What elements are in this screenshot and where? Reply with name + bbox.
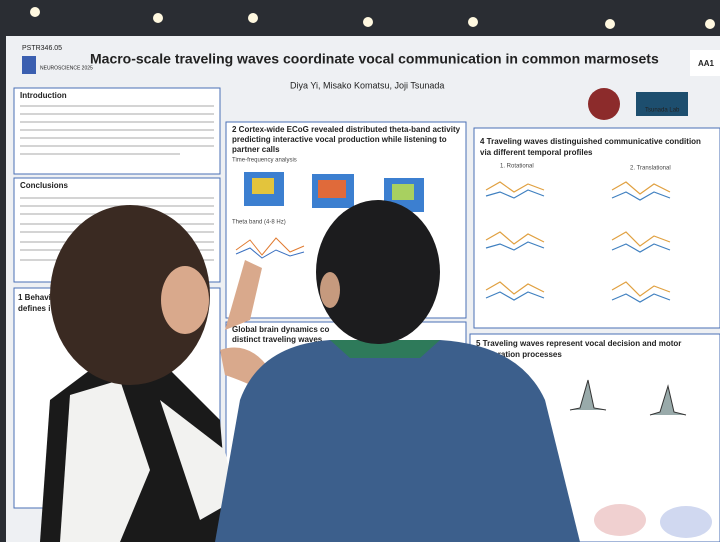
section-heading: 4 Traveling waves distinguished communic… [480,137,701,146]
woman [40,205,270,542]
section-heading: via different temporal profiles [480,148,593,157]
panel-label: 2. Translational [630,166,671,172]
section-heading: Introduction [20,91,67,100]
poster-id: PSTR346.05 [22,45,62,52]
poster-title: Macro-scale traveling waves coordinate v… [90,51,659,67]
ceiling-lights [30,7,715,29]
section-heading: Global brain dynamics co [232,325,329,334]
section-heading: preparation processes [476,350,562,359]
board-tag [690,50,720,76]
lab-name: Tsunada Lab [645,108,680,114]
panel-label: 1. Rotational [500,164,534,170]
section-heading: 2 Cortex-wide ECoG revealed distributed … [232,125,461,134]
logo-mark [22,56,36,74]
plot-traces [485,181,671,303]
section-heading: partner calls [232,145,280,154]
section-heading: 1 Behavio [18,293,56,302]
lab-logo [636,92,688,116]
man [215,200,580,542]
section-heading: distinct traveling waves [232,335,323,344]
logo-text: NEUROSCIENCE 2025 [40,65,93,71]
section-heading: defines i [18,304,50,313]
section-heading: predicting interactive vocal production … [232,135,447,144]
board-number: AA1 [698,59,715,68]
section-heading: Conclusions [20,181,69,190]
authors: Diya Yi, Misako Komatsu, Joji Tsunada [290,80,444,90]
section-heading: 5 Traveling waves represent vocal decisi… [476,339,681,348]
panel-label: Time-frequency analysis [232,158,297,164]
panel-label: Theta band (4-8 Hz) [232,220,286,226]
university-logo [588,88,620,120]
